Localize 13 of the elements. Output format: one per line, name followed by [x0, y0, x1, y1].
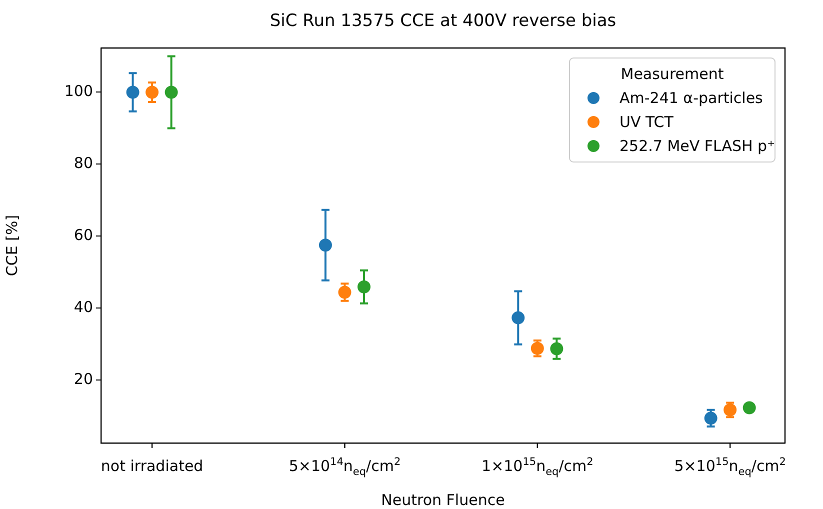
y-tick-label: 100 — [64, 82, 93, 100]
legend-title: Measurement — [620, 65, 724, 83]
chart-title: SiC Run 13575 CCE at 400V reverse bias — [270, 11, 616, 31]
y-tick-label: 20 — [74, 370, 93, 388]
y-tick-label: 40 — [74, 298, 93, 316]
y-axis-title: CCE [%] — [2, 214, 21, 276]
x-tick-label: not irradiated — [100, 457, 204, 475]
y-tick-label: 80 — [74, 154, 93, 172]
legend-label: 252.7 MeV FLASH p⁺ — [619, 137, 776, 155]
legend-label: Am-241 α-particles — [619, 89, 764, 107]
x-axis-title: Neutron Fluence — [381, 491, 505, 509]
y-tick-label: 60 — [74, 226, 93, 244]
legend-label: UV TCT — [619, 113, 674, 131]
